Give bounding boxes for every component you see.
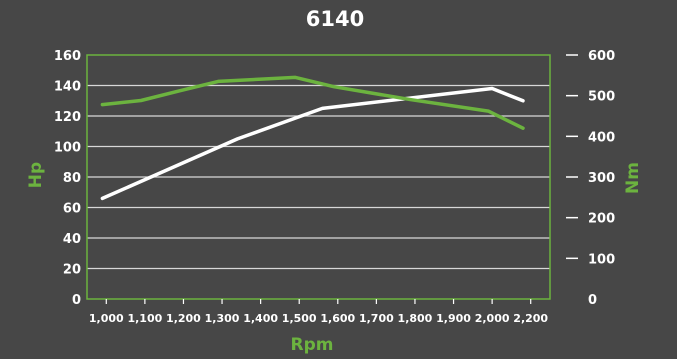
x-tick-label: 1,600 bbox=[320, 312, 355, 325]
x-tick-label: 2,000 bbox=[475, 312, 510, 325]
x-tick-label: 1,200 bbox=[166, 312, 201, 325]
x-tick-label: 1,400 bbox=[243, 312, 278, 325]
torque-series-line bbox=[100, 75, 525, 130]
y-left-tick-label: 140 bbox=[54, 80, 81, 95]
y-right-tick-label: 300 bbox=[588, 171, 615, 186]
y-right-tick-label: 200 bbox=[588, 212, 615, 227]
series-layer bbox=[100, 75, 525, 201]
grid-lines bbox=[86, 54, 551, 300]
y-right-tick-label: 600 bbox=[588, 49, 615, 64]
x-tick-label: 1,000 bbox=[89, 312, 124, 325]
y-right-tick-label: 500 bbox=[588, 90, 615, 105]
plot-frame bbox=[86, 54, 551, 300]
y-left-tick-label: 120 bbox=[54, 110, 81, 125]
y-axis-left-label: Hp bbox=[26, 162, 46, 188]
y-right-tick-label: 100 bbox=[588, 252, 615, 267]
x-tick-label: 1,300 bbox=[205, 312, 240, 325]
y-right-tick-label: 400 bbox=[588, 130, 615, 145]
chart-title: 6140 bbox=[306, 7, 364, 31]
x-axis-ticks: 1,000 1,100 1,200 1,300 1,400 1,500 1,600 1,700… bbox=[89, 299, 548, 325]
x-tick-label: 1,700 bbox=[359, 312, 394, 325]
y-left-tick-label: 60 bbox=[63, 202, 81, 217]
y-left-tick-label: 160 bbox=[54, 49, 81, 64]
x-tick-label: 1,500 bbox=[282, 312, 317, 325]
x-tick-label: 2,200 bbox=[513, 312, 548, 325]
left-axis-ticks: 0 20 40 60 80 100 120 140 160 bbox=[54, 49, 81, 308]
y-left-tick-label: 80 bbox=[63, 171, 81, 186]
y-left-tick-label: 40 bbox=[63, 232, 81, 247]
right-axis-ticks: 0 100 200 300 400 500 600 bbox=[566, 49, 615, 308]
power-series-line bbox=[100, 86, 525, 201]
x-tick-label: 1,800 bbox=[398, 312, 433, 325]
y-left-tick-label: 0 bbox=[72, 293, 81, 308]
x-axis-label: Rpm bbox=[291, 335, 334, 355]
x-tick-label: 1,900 bbox=[436, 312, 471, 325]
y-axis-right-label: Nm bbox=[623, 162, 643, 194]
x-tick-label: 1,100 bbox=[127, 312, 162, 325]
y-right-tick-label: 0 bbox=[588, 293, 597, 308]
y-left-tick-label: 20 bbox=[63, 263, 81, 278]
y-left-tick-label: 100 bbox=[54, 141, 81, 156]
